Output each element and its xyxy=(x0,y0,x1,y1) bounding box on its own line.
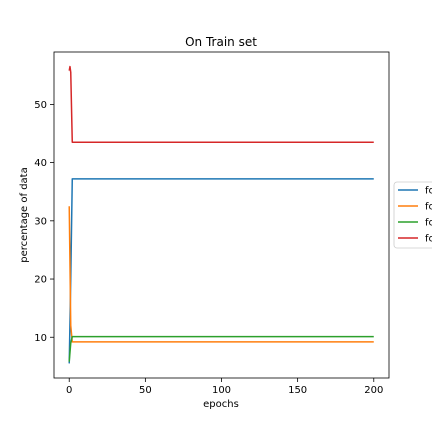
y-axis-ticks: 10 20 30 40 50 xyxy=(34,100,54,344)
legend: fc fc fc fc xyxy=(393,181,432,249)
y-tick-label: 40 xyxy=(34,158,47,169)
legend-label-1: fc xyxy=(425,186,432,197)
y-tick-label: 20 xyxy=(34,275,47,286)
plot-area xyxy=(53,51,390,379)
series-line-2 xyxy=(68,206,374,343)
series-layer xyxy=(68,65,374,364)
series-line-4 xyxy=(68,65,374,143)
series-line-3 xyxy=(68,335,374,362)
legend-label-4: fc xyxy=(425,234,432,245)
legend-frame xyxy=(393,181,432,249)
legend-items: fc fc fc fc xyxy=(398,186,432,245)
x-tick-label: 0 xyxy=(66,385,72,396)
y-tick-label: 10 xyxy=(34,333,47,344)
legend-label-3: fc xyxy=(425,218,432,229)
x-tick-label: 50 xyxy=(139,385,152,396)
x-axis-ticks: 0 50 100 150 200 xyxy=(66,378,383,396)
x-axis-label: epochs xyxy=(203,399,239,410)
x-tick-label: 150 xyxy=(288,385,307,396)
y-axis-label: percentage of data xyxy=(19,167,30,262)
x-tick-label: 100 xyxy=(212,385,231,396)
y-tick-label: 30 xyxy=(34,216,47,227)
y-tick-label: 50 xyxy=(34,100,47,111)
legend-label-2: fc xyxy=(425,202,432,213)
x-tick-label: 200 xyxy=(364,385,383,396)
chart-title: On Train set xyxy=(185,35,257,49)
